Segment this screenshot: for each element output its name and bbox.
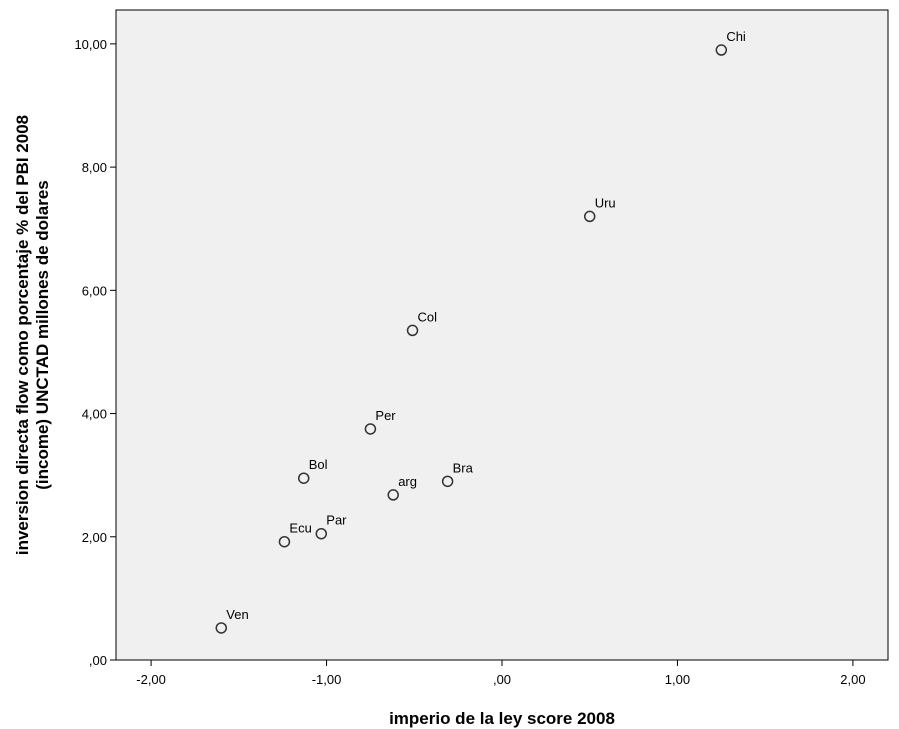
data-point-label: Chi xyxy=(726,29,746,44)
data-point-label: arg xyxy=(398,474,417,489)
data-point-marker xyxy=(715,44,728,56)
y-tick-label: ,00 xyxy=(89,653,107,668)
data-point-label: Ven xyxy=(226,607,248,622)
y-axis-ticks: ,00 2,00 4,00 6,00 8,00 10,00 xyxy=(74,37,116,668)
data-point-label: Col xyxy=(418,309,438,324)
x-axis-ticks: -2,00 -1,00 ,00 1,00 2,00 xyxy=(136,660,866,687)
data-point-marker xyxy=(364,423,377,435)
x-tick-label: 1,00 xyxy=(665,672,690,687)
data-point-marker xyxy=(215,622,228,634)
x-tick-label: -2,00 xyxy=(136,672,166,687)
x-tick-label: ,00 xyxy=(493,672,511,687)
x-axis-title: imperio de la ley score 2008 xyxy=(389,709,615,728)
data-point-marker xyxy=(315,527,328,540)
data-point-marker xyxy=(297,472,310,484)
y-axis-title-line-1: inversion directa flow como porcentaje %… xyxy=(13,115,32,555)
y-tick-label: 10,00 xyxy=(74,37,107,52)
data-point-label: Bra xyxy=(453,460,474,475)
x-tick-label: 2,00 xyxy=(840,672,865,687)
data-point-marker xyxy=(583,210,596,223)
data-points: Chi Uru Col Per Bol arg Bra Ecu Par Ven xyxy=(215,29,746,634)
data-point-marker xyxy=(278,535,291,548)
x-tick-label: -1,00 xyxy=(312,672,342,687)
data-point-label: Uru xyxy=(595,195,616,210)
data-point-label: Par xyxy=(326,513,347,528)
data-point-label: Bol xyxy=(309,457,328,472)
plot-area xyxy=(115,9,889,661)
y-tick-label: 2,00 xyxy=(82,530,107,545)
data-point-label: Per xyxy=(375,408,396,423)
data-point-marker xyxy=(387,489,399,501)
y-tick-label: 6,00 xyxy=(82,283,107,298)
data-point-marker xyxy=(441,475,454,488)
y-axis-title-line-2: (income) UNCTAD millones de dolares xyxy=(33,180,52,490)
data-point-marker xyxy=(406,324,419,337)
y-tick-label: 4,00 xyxy=(82,407,107,422)
data-point-label: Ecu xyxy=(289,521,311,536)
y-axis-title: inversion directa flow como porcentaje %… xyxy=(13,115,52,555)
y-tick-label: 8,00 xyxy=(82,160,107,175)
